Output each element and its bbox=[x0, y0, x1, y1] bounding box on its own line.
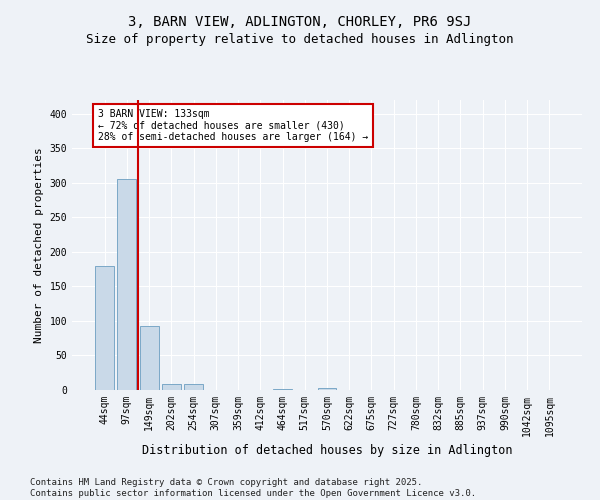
Text: Size of property relative to detached houses in Adlington: Size of property relative to detached ho… bbox=[86, 32, 514, 46]
Bar bbox=[140, 326, 158, 390]
Bar bbox=[317, 388, 337, 390]
Text: Contains HM Land Registry data © Crown copyright and database right 2025.
Contai: Contains HM Land Registry data © Crown c… bbox=[30, 478, 476, 498]
Bar bbox=[273, 388, 292, 390]
Bar bbox=[184, 384, 203, 390]
Y-axis label: Number of detached properties: Number of detached properties bbox=[34, 147, 44, 343]
Bar bbox=[118, 180, 136, 390]
Text: 3 BARN VIEW: 133sqm
← 72% of detached houses are smaller (430)
28% of semi-detac: 3 BARN VIEW: 133sqm ← 72% of detached ho… bbox=[97, 108, 368, 142]
Bar bbox=[95, 266, 114, 390]
X-axis label: Distribution of detached houses by size in Adlington: Distribution of detached houses by size … bbox=[142, 444, 512, 458]
Text: 3, BARN VIEW, ADLINGTON, CHORLEY, PR6 9SJ: 3, BARN VIEW, ADLINGTON, CHORLEY, PR6 9S… bbox=[128, 15, 472, 29]
Bar bbox=[162, 384, 181, 390]
